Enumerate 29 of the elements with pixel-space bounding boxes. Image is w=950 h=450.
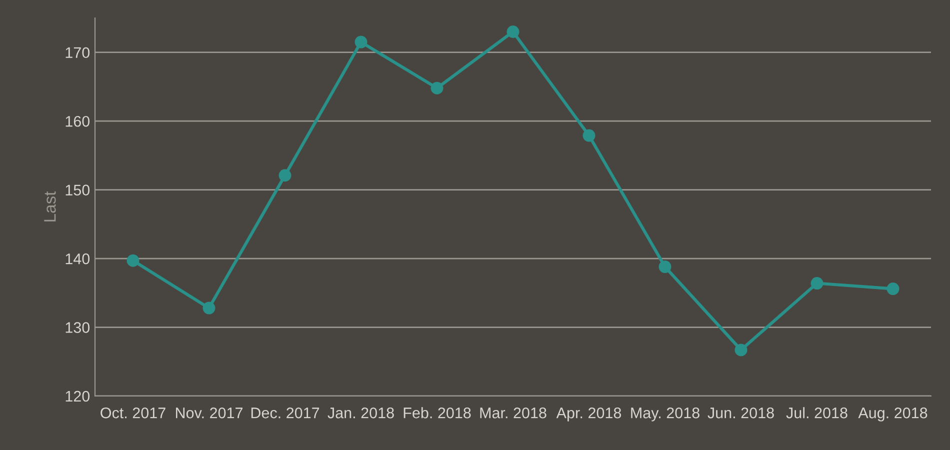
y-tick-label: 130 — [66, 322, 90, 333]
point — [658, 260, 672, 274]
point — [582, 129, 596, 142]
x-tick-label: Dec. 2017 — [251, 408, 320, 418]
y-tick-label: 170 — [66, 47, 90, 58]
x-tick-label: Jun. 2018 — [708, 408, 774, 418]
x-tick-label: Feb. 2018 — [404, 407, 471, 418]
x-tick-label: Jul. 2018 — [786, 407, 848, 418]
x-tick-label: Apr. 2018 — [556, 408, 622, 422]
x-tick-label: Aug. 2018 — [858, 408, 928, 422]
y-tick-label: 120 — [66, 390, 90, 402]
point — [354, 36, 368, 48]
x-tick-label: Mar. 2018 — [480, 408, 546, 418]
y-axis-title: Last — [44, 191, 56, 222]
x-tick-label: Jan. 2018 — [328, 408, 394, 418]
y-tick-label: 160 — [66, 116, 90, 127]
x-tick-label: Nov. 2017 — [176, 408, 242, 418]
point — [886, 282, 900, 296]
point — [126, 254, 140, 267]
x-tick-label: May. 2018 — [631, 408, 700, 422]
y-tick-label: 140 — [66, 253, 90, 264]
x-tick-label: Oct. 2017 — [100, 408, 166, 418]
point — [278, 169, 292, 182]
point — [810, 277, 824, 290]
point — [430, 82, 444, 94]
point — [202, 302, 216, 314]
point — [734, 344, 748, 356]
y-tick-label: 150 — [66, 184, 90, 196]
point — [506, 25, 520, 38]
